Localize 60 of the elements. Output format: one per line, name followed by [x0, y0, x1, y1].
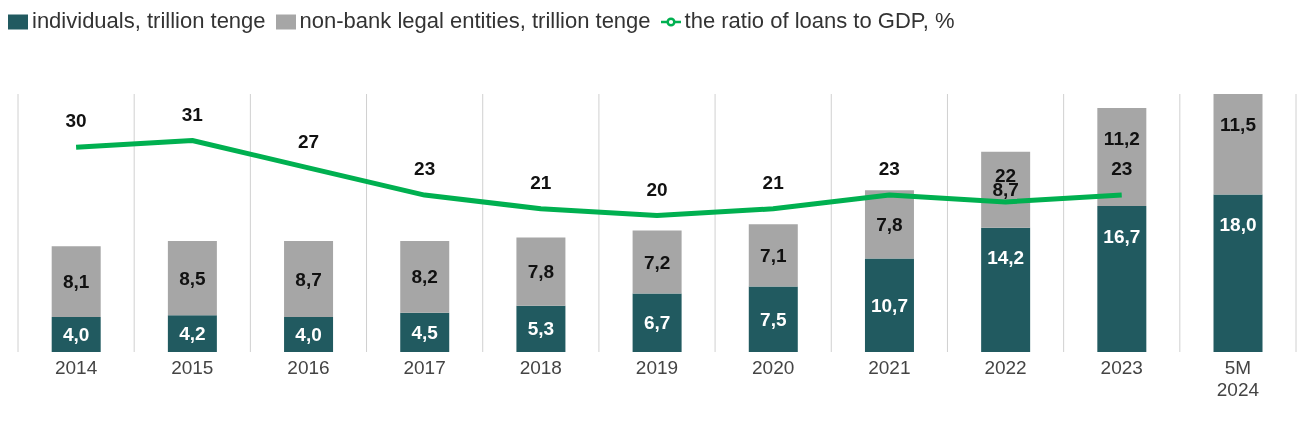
data-label: 8,2: [411, 266, 438, 288]
data-label: 23: [878, 158, 900, 180]
data-label: 4,2: [179, 323, 206, 345]
bar: [516, 237, 566, 306]
data-label: 30: [65, 110, 87, 132]
bar: [632, 293, 682, 352]
data-label: 16,7: [1103, 225, 1141, 247]
bar: [167, 240, 217, 316]
data-label: 21: [530, 171, 552, 193]
data-label: 23: [414, 158, 436, 180]
data-label: 6,7: [643, 312, 671, 334]
bar: [51, 246, 101, 318]
x-tick-label: 2018: [519, 357, 562, 378]
x-tick-label: 2014: [54, 357, 98, 378]
x-tick-label: 2019: [635, 357, 679, 378]
data-label: 4,0: [62, 324, 90, 346]
data-label: 7,8: [876, 213, 903, 235]
bar: [516, 305, 566, 352]
x-tick-label: 2023: [1100, 357, 1143, 378]
x-tick-label: 5M 2024: [1216, 357, 1260, 400]
data-label: 11,2: [1103, 127, 1140, 149]
data-label: 11,5: [1220, 113, 1257, 135]
data-label: 10,7: [870, 294, 908, 316]
data-label: 7,5: [760, 308, 787, 330]
data-label: 8,7: [295, 268, 322, 290]
data-label: 8,1: [62, 271, 90, 293]
data-label: 8,5: [179, 267, 207, 289]
data-label: 23: [1111, 158, 1133, 180]
data-label: 4,0: [295, 324, 322, 346]
bar: [864, 258, 914, 352]
legend-label: non-bank legal entities, trillion tenge: [299, 8, 651, 33]
data-label: 14,2: [987, 247, 1025, 269]
x-tick-label: 2016: [287, 357, 330, 378]
x-tick-label: 2015: [171, 357, 214, 378]
bar: [1097, 205, 1147, 352]
data-label: 5,3: [527, 318, 555, 340]
legend-label: the ratio of loans to GDP, %: [684, 8, 955, 33]
bar: [748, 286, 798, 352]
bar: [400, 240, 450, 313]
data-label: 18,0: [1219, 214, 1257, 236]
data-label: 7,8: [527, 261, 555, 283]
x-tick-label: 2022: [984, 357, 1027, 378]
x-tick-label: 2017: [403, 357, 446, 378]
legend-label: individuals, trillion tenge: [32, 8, 266, 33]
data-label: 7,1: [760, 245, 787, 267]
data-label: 31: [181, 103, 204, 125]
data-label: 20: [646, 178, 668, 200]
data-label: 21: [762, 171, 785, 193]
bar: [632, 230, 682, 294]
bar: [748, 224, 798, 287]
data-label: 4,5: [411, 321, 439, 343]
x-tick-label: 2021: [868, 357, 911, 378]
bar: [167, 315, 217, 352]
data-label: 7,2: [643, 251, 671, 273]
bar: [1213, 194, 1263, 352]
bar: [1213, 94, 1263, 195]
data-label: 27: [297, 130, 320, 152]
x-tick-label: 2020: [752, 357, 795, 378]
bar: [981, 227, 1031, 352]
bar: [284, 240, 334, 318]
